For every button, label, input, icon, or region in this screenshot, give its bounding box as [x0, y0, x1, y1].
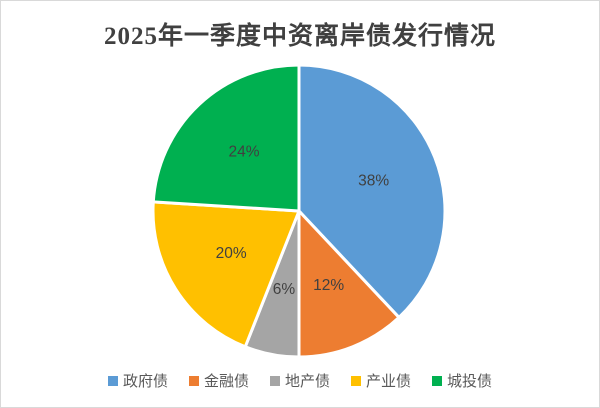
legend-label: 地产债	[284, 373, 330, 390]
chart-legend: 政府债 金融债 地产债 产业债 城投债	[1, 370, 599, 391]
legend-item-2: 金融债	[188, 370, 249, 391]
legend-item-3: 地产债	[269, 370, 330, 391]
legend-label: 产业债	[366, 373, 412, 390]
legend-label: 金融债	[203, 373, 249, 390]
legend-item-1: 政府债	[107, 370, 168, 391]
pie-slice-5	[151, 63, 301, 213]
slice-data-label: 24%	[228, 144, 259, 161]
legend-label: 城投债	[447, 373, 493, 390]
pie-slice-4	[151, 200, 301, 349]
legend-item-4: 产业债	[351, 370, 411, 391]
slice-data-label: 12%	[313, 277, 344, 294]
legend-swatch-icon	[188, 375, 199, 386]
slice-data-label: 20%	[216, 245, 247, 262]
chart-title: 2025年一季度中资离岸债发行情况	[103, 23, 496, 50]
legend-swatch-icon	[107, 375, 118, 386]
legend-item-5: 城投债	[432, 370, 492, 391]
legend-swatch-icon	[269, 375, 280, 386]
legend-swatch-icon	[432, 375, 443, 386]
legend-label: 政府债	[122, 373, 168, 390]
pie-slice-1	[297, 63, 447, 319]
slice-data-label: 6%	[273, 281, 296, 298]
slice-data-label: 38%	[358, 172, 389, 189]
pie-slice-2	[297, 209, 401, 359]
legend-swatch-icon	[351, 375, 361, 386]
